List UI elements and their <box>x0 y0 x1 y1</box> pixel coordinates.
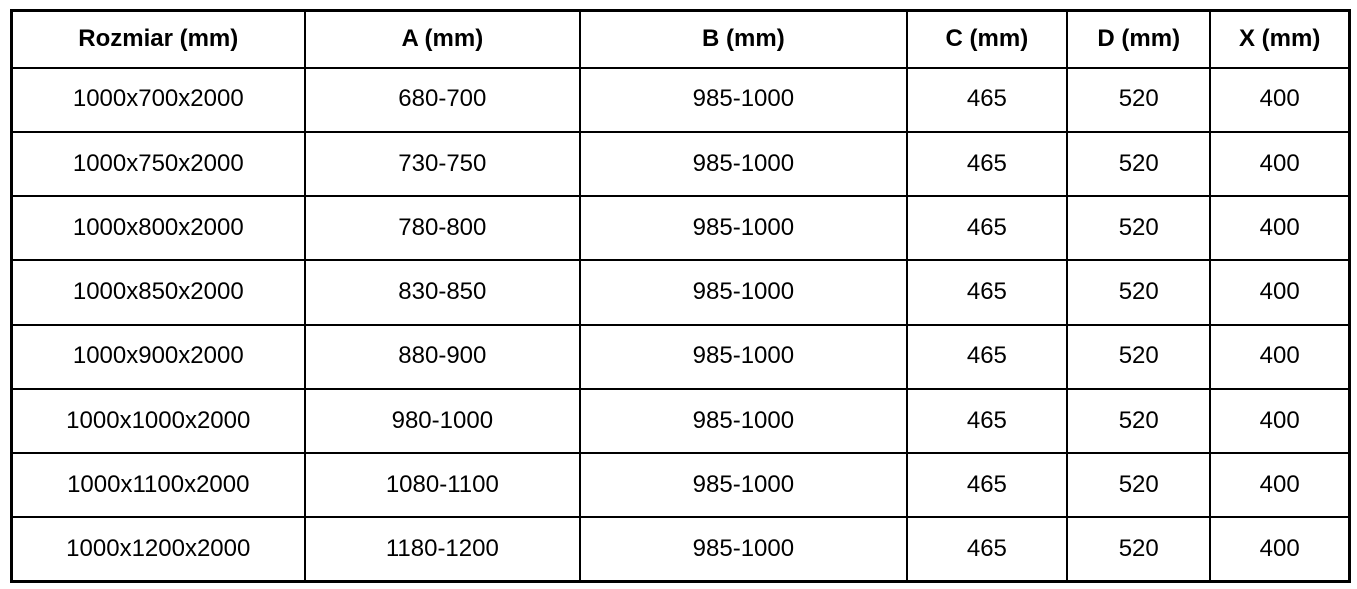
table-cell: 680-700 <box>303 66 582 133</box>
table-cell: 520 <box>1066 323 1212 390</box>
table-cell: 1180-1200 <box>303 516 582 583</box>
table-row: 1000x900x2000 880-900 985-1000 465 520 400 <box>10 323 1351 390</box>
table-cell: 465 <box>905 516 1069 583</box>
table-row: 1000x1200x2000 1180-1200 985-1000 465 520 400 <box>10 516 1351 583</box>
table-cell: 985-1000 <box>579 323 908 390</box>
table-row: 1000x1000x2000 980-1000 985-1000 465 520 400 <box>10 387 1351 455</box>
size-table: Rozmiar (mm) A (mm) B (mm) C (mm) D (mm)… <box>10 9 1351 583</box>
table-cell: 985-1000 <box>579 194 908 262</box>
table-cell: 880-900 <box>303 323 582 390</box>
table-row: 1000x700x2000 680-700 985-1000 465 520 400 <box>10 66 1351 133</box>
table-row: 1000x800x2000 780-800 985-1000 465 520 400 <box>10 194 1351 262</box>
table-cell: 465 <box>905 387 1069 455</box>
table-cell: 400 <box>1209 194 1351 262</box>
column-header-d: D (mm) <box>1066 9 1212 69</box>
table-cell: 520 <box>1066 66 1212 133</box>
table-cell: 985-1000 <box>579 516 908 583</box>
table-cell: 730-750 <box>303 130 582 198</box>
table-cell: 465 <box>905 259 1069 326</box>
table-cell: 465 <box>905 66 1069 133</box>
size-table-body: 1000x700x2000 680-700 985-1000 465 520 400 100… <box>10 66 1351 583</box>
table-row: 1000x850x2000 830-850 985-1000 465 520 400 <box>10 259 1351 326</box>
table-cell: 520 <box>1066 130 1212 198</box>
table-cell: 1000x800x2000 <box>10 194 306 262</box>
table-cell: 400 <box>1209 66 1351 133</box>
table-row: 1000x1100x2000 1080-1100 985-1000 465 520 400 <box>10 451 1351 519</box>
table-cell: 465 <box>905 194 1069 262</box>
size-table-header: Rozmiar (mm) A (mm) B (mm) C (mm) D (mm)… <box>10 9 1351 69</box>
table-cell: 520 <box>1066 387 1212 455</box>
table-cell: 780-800 <box>303 194 582 262</box>
column-header-a: A (mm) <box>303 9 582 69</box>
table-cell: 1000x750x2000 <box>10 130 306 198</box>
table-cell: 1000x1000x2000 <box>10 387 306 455</box>
table-cell: 400 <box>1209 259 1351 326</box>
table-cell: 465 <box>905 130 1069 198</box>
table-cell: 400 <box>1209 323 1351 390</box>
column-header-b: B (mm) <box>579 9 908 69</box>
table-cell: 985-1000 <box>579 451 908 519</box>
table-cell: 465 <box>905 323 1069 390</box>
table-cell: 985-1000 <box>579 259 908 326</box>
column-header-rozmiar: Rozmiar (mm) <box>10 9 306 69</box>
table-cell: 985-1000 <box>579 130 908 198</box>
table-cell: 520 <box>1066 259 1212 326</box>
table-cell: 465 <box>905 451 1069 519</box>
table-cell: 520 <box>1066 516 1212 583</box>
table-row: 1000x750x2000 730-750 985-1000 465 520 400 <box>10 130 1351 198</box>
table-cell: 985-1000 <box>579 387 908 455</box>
table-cell: 1000x850x2000 <box>10 259 306 326</box>
table-cell: 1000x1200x2000 <box>10 516 306 583</box>
table-cell: 400 <box>1209 451 1351 519</box>
column-header-c: C (mm) <box>905 9 1069 69</box>
header-row: Rozmiar (mm) A (mm) B (mm) C (mm) D (mm)… <box>10 9 1351 69</box>
table-cell: 520 <box>1066 194 1212 262</box>
table-cell: 1000x900x2000 <box>10 323 306 390</box>
table-cell: 400 <box>1209 516 1351 583</box>
table-cell: 980-1000 <box>303 387 582 455</box>
table-cell: 520 <box>1066 451 1212 519</box>
table-cell: 1000x700x2000 <box>10 66 306 133</box>
table-cell: 1000x1100x2000 <box>10 451 306 519</box>
table-cell: 830-850 <box>303 259 582 326</box>
column-header-x: X (mm) <box>1209 9 1351 69</box>
table-cell: 400 <box>1209 130 1351 198</box>
table-cell: 400 <box>1209 387 1351 455</box>
table-cell: 985-1000 <box>579 66 908 133</box>
table-cell: 1080-1100 <box>303 451 582 519</box>
